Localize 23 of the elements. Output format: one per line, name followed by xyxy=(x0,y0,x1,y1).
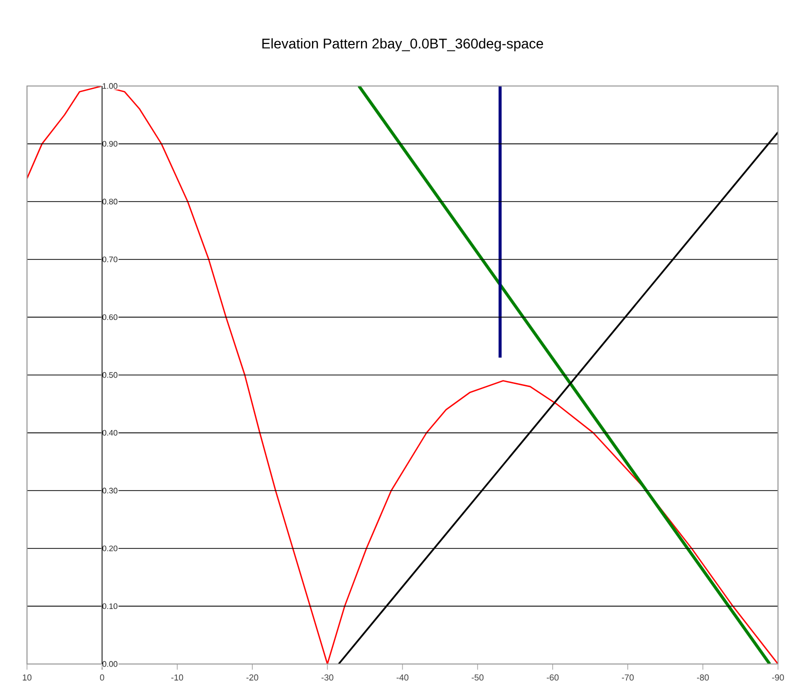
x-tick-label: -60 xyxy=(546,674,559,681)
x-tick-label: -80 xyxy=(697,674,709,681)
x-tick-label: -30 xyxy=(322,674,334,681)
x-tick-label: -50 xyxy=(472,674,484,681)
y-tick-label: 0.00 xyxy=(102,661,118,667)
x-tick-label: -20 xyxy=(246,674,258,681)
x-tick-label: -70 xyxy=(622,674,634,681)
y-tick-label: 0.20 xyxy=(102,546,118,552)
y-tick-label: 0.60 xyxy=(102,314,118,320)
y-tick-label: 0.40 xyxy=(102,430,118,436)
x-tick-label: 0 xyxy=(100,674,104,681)
y-tick-label: 1.00 xyxy=(102,83,118,89)
chart-title: Elevation Pattern 2bay_0.0BT_360deg-space xyxy=(262,38,544,52)
y-tick-label: 0.10 xyxy=(102,603,118,610)
y-tick-label: 0.50 xyxy=(102,372,118,378)
x-tick-label: -90 xyxy=(772,674,784,681)
y-tick-label: 0.30 xyxy=(102,488,118,494)
x-tick-label: -10 xyxy=(171,674,184,681)
y-tick-label: 0.80 xyxy=(102,198,118,204)
y-tick-label: 0.70 xyxy=(102,256,118,262)
x-tick-label: -40 xyxy=(396,674,408,681)
y-tick-label: 0.90 xyxy=(102,140,118,147)
x-tick-label: 10 xyxy=(22,674,32,681)
